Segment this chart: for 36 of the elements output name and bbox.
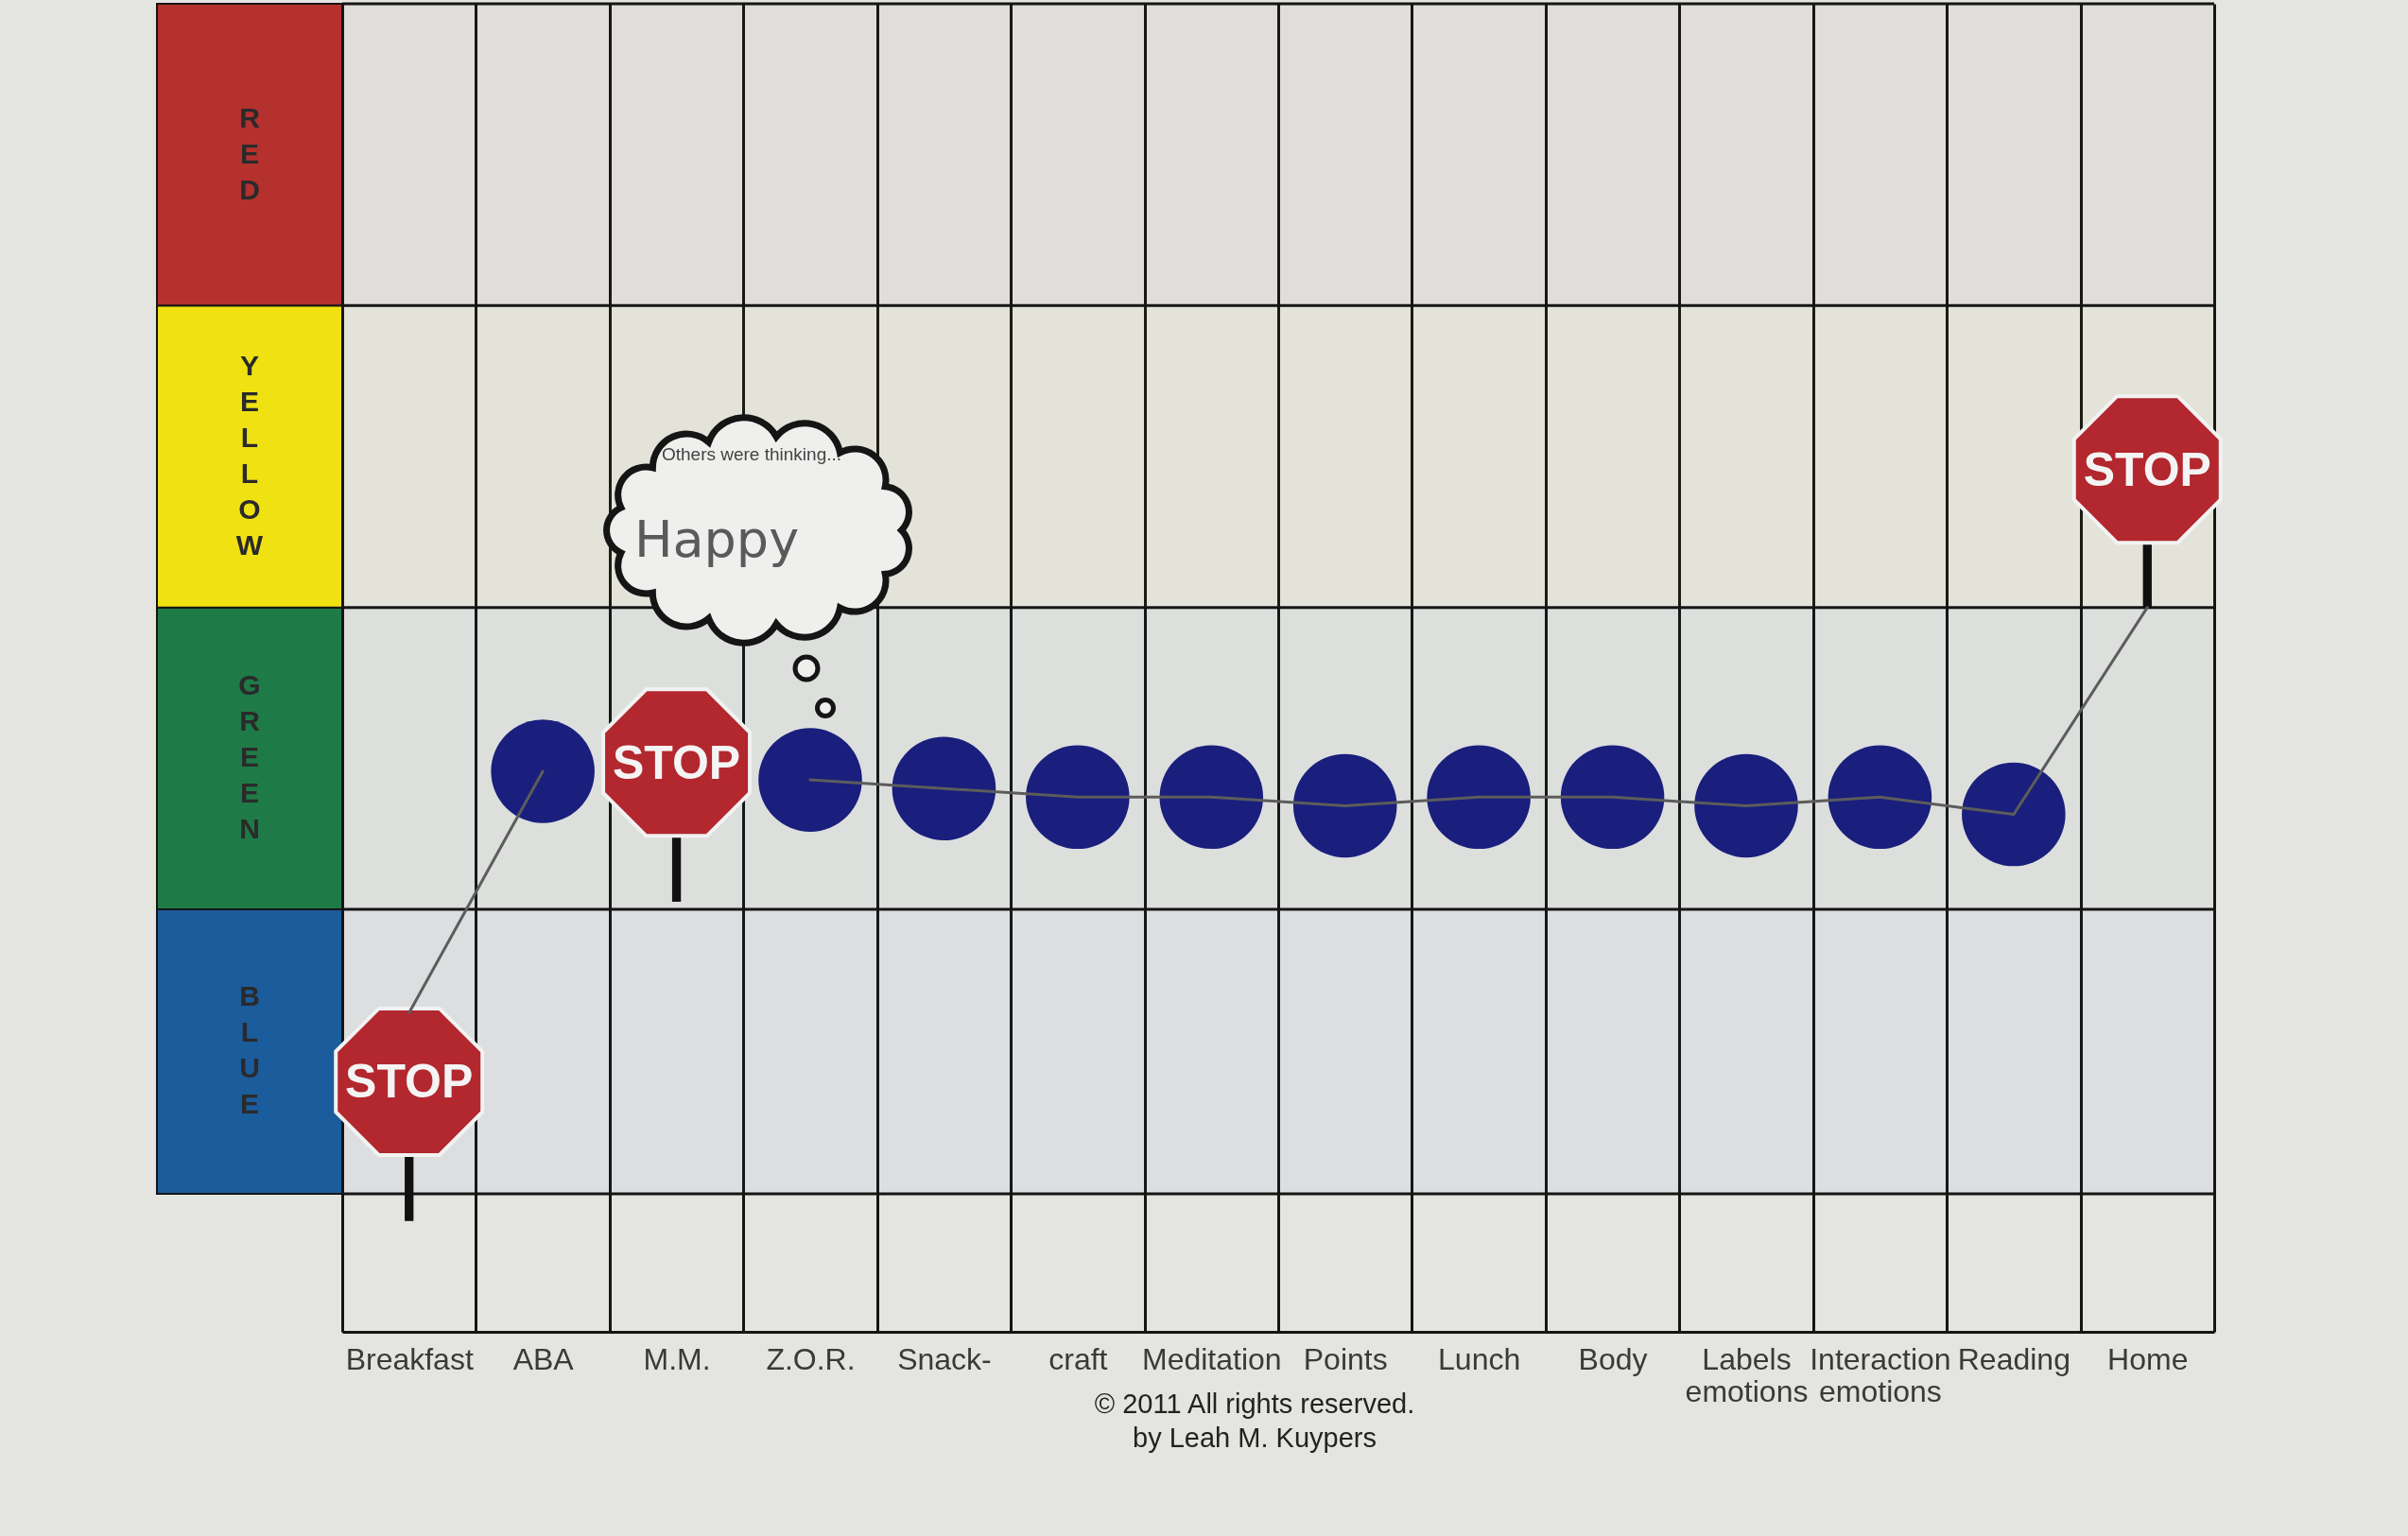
annotation: STOP: [612, 735, 741, 789]
x-tick-label: Reading: [1957, 1341, 2070, 1376]
point: [1828, 745, 1932, 850]
x-tick-label: craft: [1048, 1341, 1108, 1376]
text: by Leah M. Kuypers: [1133, 1423, 1377, 1453]
text: © 2011 All rights reserved.: [1094, 1389, 1415, 1419]
point: [1427, 745, 1531, 850]
point: [1962, 762, 2066, 867]
annotation: STOP: [345, 1055, 474, 1109]
point: [1026, 745, 1130, 850]
point: [892, 736, 996, 840]
x-tick-label: Body: [1578, 1341, 1648, 1376]
annotation: STOP: [2083, 442, 2211, 496]
x-tick-label: Breakfast: [345, 1341, 474, 1376]
x-tick-label: Snack-: [897, 1341, 992, 1376]
x-tick-label: Z.O.R.: [766, 1341, 856, 1376]
point: [1292, 753, 1397, 858]
x-tick-label: M.M.: [643, 1341, 711, 1376]
point: [491, 719, 595, 823]
x-tick-label: Points: [1303, 1341, 1388, 1376]
x-tick-label: Home: [2107, 1341, 2189, 1376]
band-label: YELLOW: [235, 349, 264, 561]
point: [1694, 753, 1798, 858]
point: [758, 728, 862, 832]
annotation: Happy: [633, 509, 800, 569]
x-tick-label: Lunch: [1438, 1341, 1521, 1376]
text: Others were thinking...: [661, 444, 842, 464]
x-tick-label: Interaction emotions: [1810, 1341, 1951, 1408]
x-tick-label: Labels emotions: [1685, 1341, 1809, 1408]
x-tick-label: Meditation: [1141, 1341, 1282, 1376]
band-label: BLUE: [239, 980, 260, 1120]
band-label: RED: [239, 101, 261, 205]
x-tick-label: ABA: [512, 1341, 575, 1376]
point: [1159, 745, 1264, 850]
point: [1560, 745, 1665, 850]
band-label: GREEN: [238, 669, 261, 845]
